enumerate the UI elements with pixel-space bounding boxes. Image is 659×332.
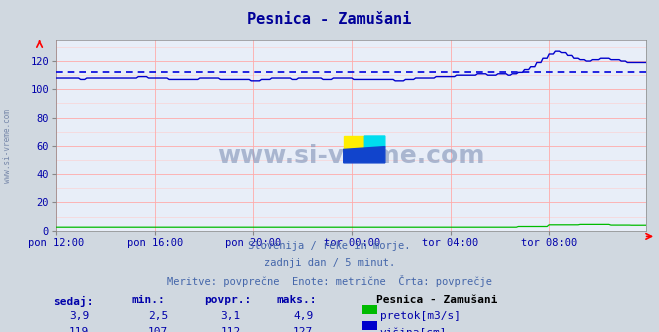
Text: Meritve: povprečne  Enote: metrične  Črta: povprečje: Meritve: povprečne Enote: metrične Črta:… [167, 275, 492, 287]
Text: sedaj:: sedaj: [53, 295, 93, 306]
Text: Pesnica - Zamušani: Pesnica - Zamušani [376, 295, 497, 305]
Text: www.si-vreme.com: www.si-vreme.com [217, 144, 484, 168]
Polygon shape [364, 136, 385, 149]
Text: 107: 107 [148, 327, 168, 332]
Text: zadnji dan / 5 minut.: zadnji dan / 5 minut. [264, 258, 395, 268]
Text: 112: 112 [221, 327, 241, 332]
Text: 4,9: 4,9 [293, 311, 313, 321]
Text: Pesnica - Zamušani: Pesnica - Zamušani [247, 12, 412, 27]
Text: 119: 119 [69, 327, 89, 332]
Polygon shape [344, 147, 385, 163]
Text: 2,5: 2,5 [148, 311, 168, 321]
Text: 127: 127 [293, 327, 313, 332]
Polygon shape [344, 136, 364, 149]
Text: pretok[m3/s]: pretok[m3/s] [380, 311, 461, 321]
Text: www.si-vreme.com: www.si-vreme.com [3, 109, 13, 183]
Text: min.:: min.: [132, 295, 165, 305]
Text: 3,1: 3,1 [221, 311, 241, 321]
Text: višina[cm]: višina[cm] [380, 327, 447, 332]
Text: 3,9: 3,9 [69, 311, 89, 321]
Text: Slovenija / reke in morje.: Slovenija / reke in morje. [248, 241, 411, 251]
Text: maks.:: maks.: [277, 295, 317, 305]
Text: povpr.:: povpr.: [204, 295, 252, 305]
